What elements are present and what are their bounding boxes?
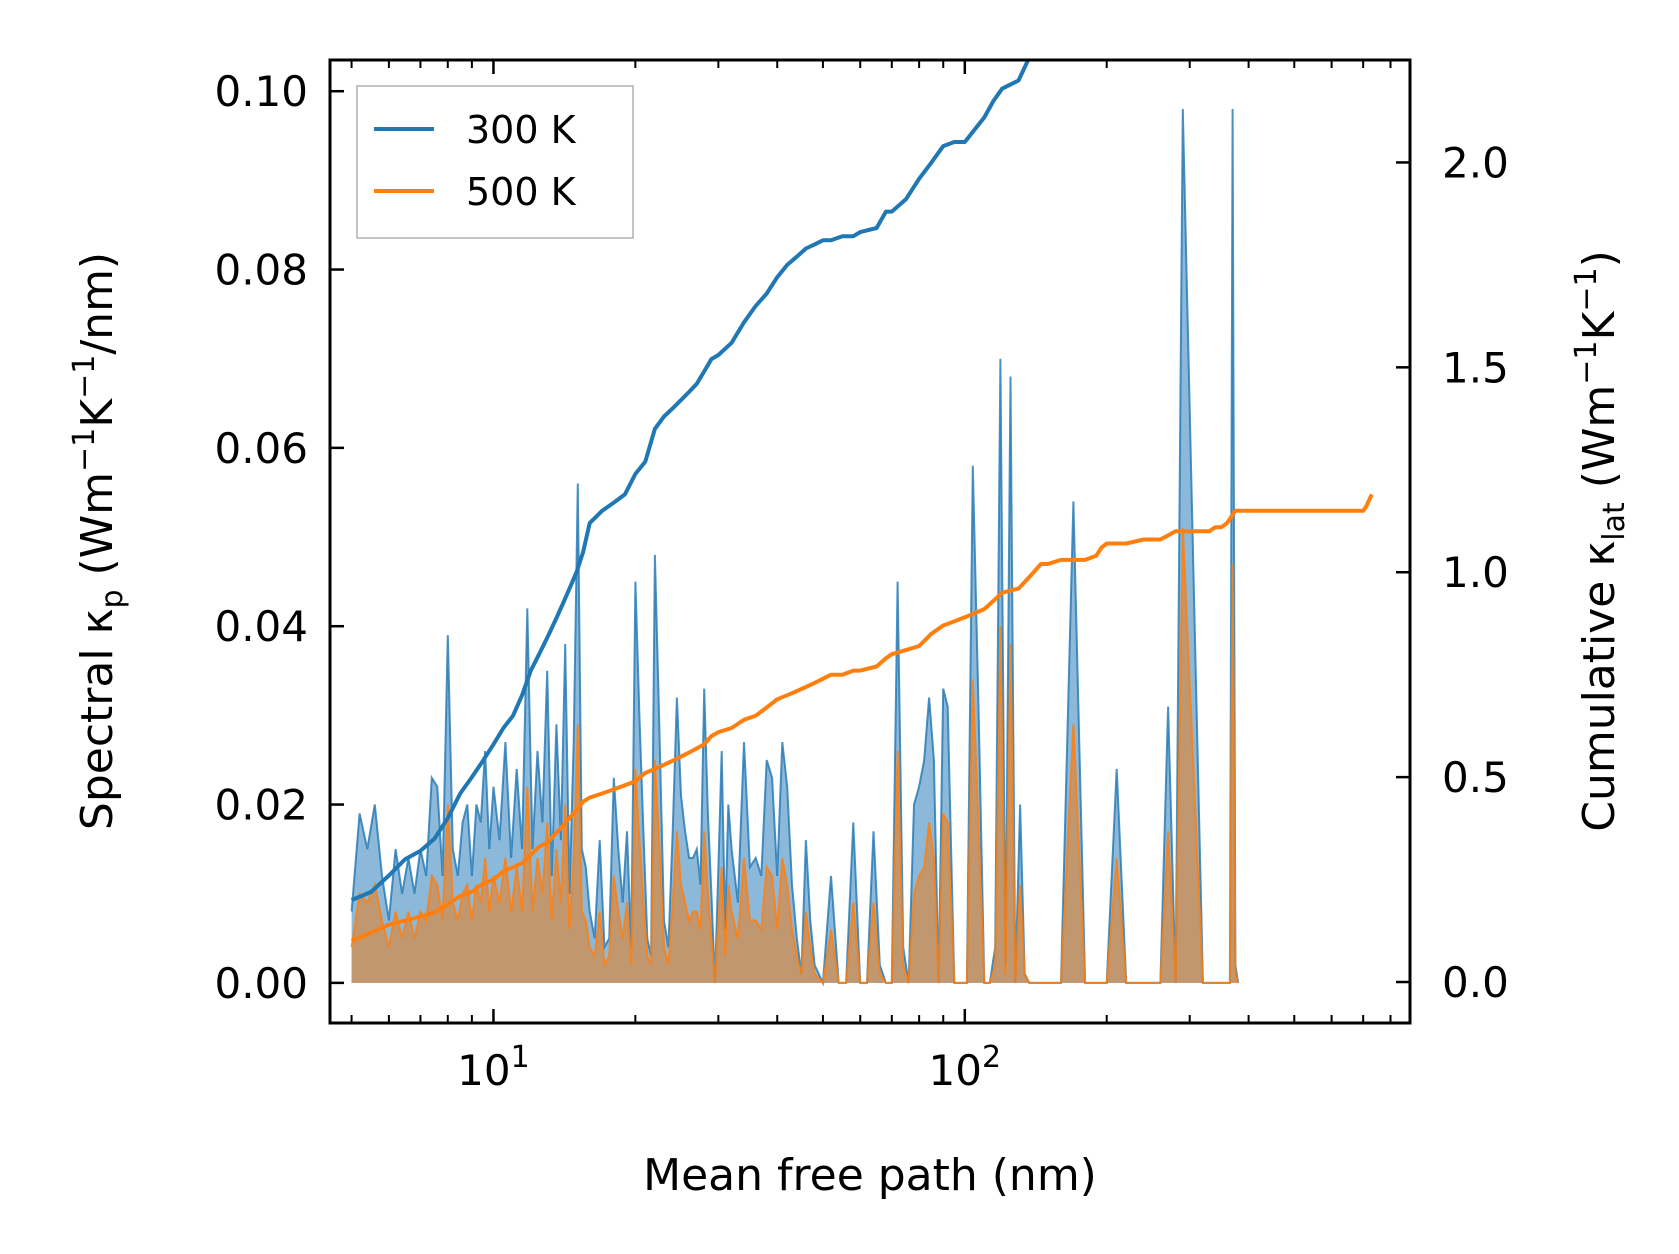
y-right-tick-label-3: 1.5 (1442, 343, 1509, 392)
ticks (330, 60, 1410, 1023)
y-axis-left-label: Spectral κp (Wm−1K−1/nm) (67, 252, 130, 830)
x-tick-label-exp-1: 2 (982, 1040, 1001, 1075)
legend-box (356, 85, 634, 239)
y-left-label-sup2: −1 (67, 355, 102, 399)
legend: 300 K 500 K (356, 85, 634, 239)
y-right-tick-label-0: 0.0 (1442, 958, 1509, 1007)
y-left-label-pre: Spectral κ (72, 609, 123, 831)
y-left-label-sub: p (95, 589, 130, 608)
y-left-tick-label-5: 0.10 (214, 67, 308, 116)
legend-label-300K: 300 K (466, 108, 577, 152)
y-left-tick-label-3: 0.06 (214, 424, 308, 473)
y-right-label-sub: lat (1597, 502, 1632, 541)
y-left-tick-label-2: 0.04 (214, 602, 308, 651)
y-axis-right-label: Cumulative κlat (Wm−1K−1) (1569, 250, 1632, 832)
y-left-tick-label-1: 0.02 (214, 781, 308, 830)
x-tick-label-base-1: 10 (929, 1046, 982, 1095)
y-right-tick-label-4: 2.0 (1442, 138, 1509, 187)
tick-labels: 0.00 0.02 0.04 0.06 0.08 0.10 0.0 0.5 1.0 1.5 2.0 1… (214, 67, 1508, 1095)
y-left-label-end: /nm) (72, 252, 123, 355)
chart-lines (350, 60, 1374, 987)
spectral-line-500K (350, 528, 1240, 986)
y-right-label-end: ) (1574, 250, 1625, 267)
x-tick-label-0: 101 (457, 1040, 530, 1095)
y-right-tick-label-2: 1.0 (1442, 548, 1509, 597)
x-tick-label-exp-0: 1 (511, 1040, 530, 1075)
x-tick-label-1: 102 (929, 1040, 1002, 1095)
y-right-label-mid: K (1574, 310, 1625, 340)
y-right-label-sup2: −1 (1569, 267, 1604, 311)
y-left-tick-label-0: 0.00 (214, 959, 308, 1008)
y-right-tick-label-1: 0.5 (1442, 753, 1509, 802)
y-left-label-post: (Wm (72, 472, 123, 590)
x-axis-label: Mean free path (nm) (643, 1150, 1097, 1201)
y-right-label-post: (Wm (1574, 385, 1625, 503)
plot-frame (328, 58, 1412, 1025)
y-left-label-mid: K (72, 398, 123, 428)
cumulative-line-300K (350, 60, 1031, 902)
legend-label-500K: 500 K (466, 170, 577, 214)
x-tick-label-base-0: 10 (457, 1046, 510, 1095)
y-right-label-sup1: −1 (1569, 340, 1604, 384)
cumulative-line-500K (350, 493, 1374, 943)
y-right-label-pre: Cumulative κ (1574, 541, 1625, 832)
y-left-label-sup1: −1 (67, 428, 102, 472)
y-left-tick-label-4: 0.08 (214, 246, 308, 295)
